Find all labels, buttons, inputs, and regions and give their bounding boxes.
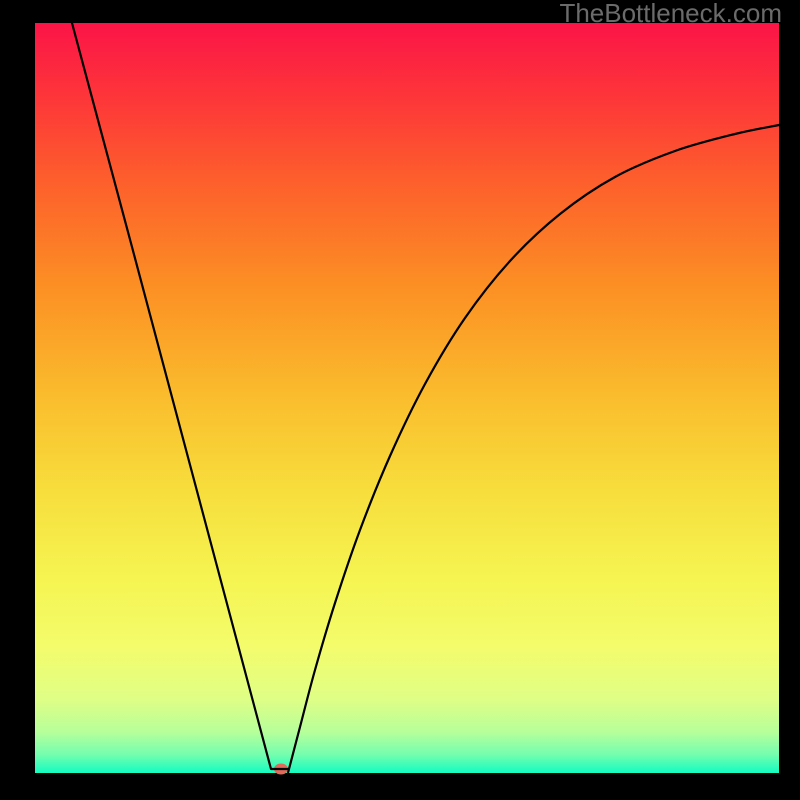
chart-container: TheBottleneck.com <box>0 0 800 800</box>
curve-overlay <box>0 0 800 800</box>
bottleneck-curve <box>72 23 779 772</box>
watermark-text: TheBottleneck.com <box>559 0 782 29</box>
